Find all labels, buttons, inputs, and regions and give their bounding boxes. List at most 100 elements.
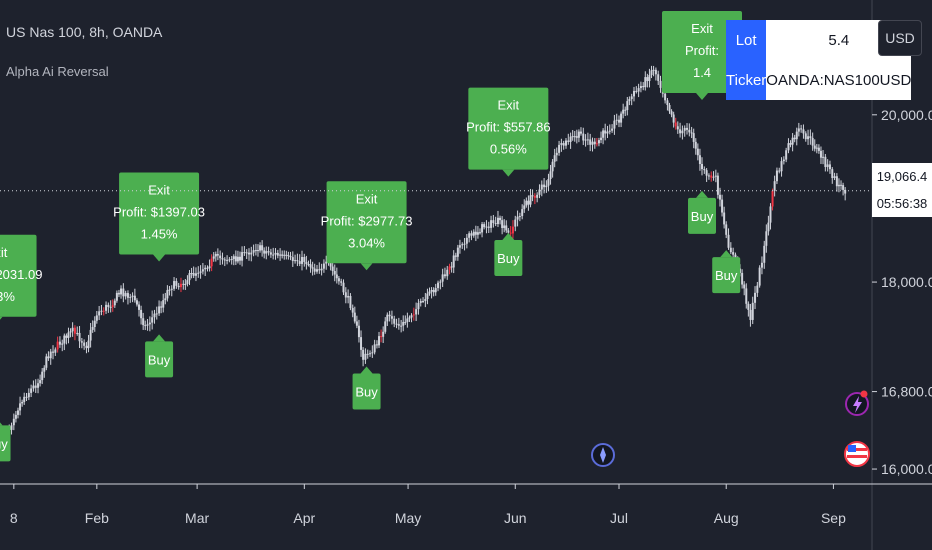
candle-body [771,190,774,207]
candle-body [353,312,356,322]
candle-body [837,184,840,187]
candle-body [584,139,587,141]
candle-body [124,293,127,297]
candle-body [632,90,635,97]
candle-body [676,126,679,130]
candle-body [591,141,594,145]
candle-body [626,101,629,111]
candle-body [595,143,598,145]
candle-body [844,189,847,194]
candle-body [155,313,158,315]
candle-body [380,336,383,338]
candle-body [10,425,13,430]
candle-body [291,257,294,262]
candle-body [422,300,425,302]
buy-signal-pointer [696,190,709,198]
candle-body [158,306,161,314]
currency-button[interactable]: USD [878,20,922,56]
candle-body [340,281,343,283]
candle-body [120,288,123,295]
candle-body [807,136,810,140]
candle-body [369,353,372,355]
candle-body [824,156,827,168]
candle-body [269,252,272,255]
candle-body [698,155,701,165]
candle-body [197,272,200,274]
candle-body [256,250,259,252]
candle-body [371,352,374,354]
candle-body [531,195,534,197]
exit-signal-text: 2.23% [0,289,15,304]
candle-body [232,256,235,260]
candle-body [166,290,169,299]
candle-body [727,234,730,248]
candle-body [780,161,783,172]
candle-body [518,216,521,218]
candle-body [679,129,682,134]
x-tick-label: Feb [85,510,109,526]
candle-body [219,255,222,259]
candle-body [95,315,98,321]
candle-body [91,327,94,330]
candle-body [470,233,473,236]
candle-body [111,305,114,307]
candle-body [452,255,455,268]
candle-body [93,320,96,328]
candle-body [274,252,277,255]
buy-signal-label: Buy [691,209,714,224]
candle-body [406,318,409,322]
candle-body [267,251,270,253]
candle-body [80,341,83,343]
candle-body [831,169,834,178]
candle-body [298,261,301,264]
candle-body [620,113,623,123]
candle-body [37,383,40,388]
candle-body [743,284,746,289]
candle-body [279,254,282,256]
candle-body [618,119,621,123]
candle-body [602,130,605,138]
candle-body [690,132,693,134]
candle-body [833,176,836,178]
x-tick-label: Jun [504,510,527,526]
candle-body [276,252,279,256]
candle-body [78,332,81,342]
candle-body [714,175,717,177]
candle-body [404,321,407,323]
candle-body [351,307,354,313]
y-tick-label: 18,000.0 [881,274,932,290]
candle-body [525,200,528,206]
info-value: OANDA:NAS100USD [766,60,912,100]
candle-body [67,332,70,338]
candle-body [439,281,442,283]
candle-body [226,259,229,261]
candle-body [331,266,334,271]
candle-body [571,136,574,138]
candle-body [802,129,805,134]
buy-signal-label: Buy [148,352,171,367]
candle-body [294,260,297,262]
candle-body [87,340,90,349]
candle-body [357,325,360,338]
candle-body [723,212,726,225]
candle-body [604,130,607,134]
info-row-ticker: Ticker OANDA:NAS100USD [726,60,912,100]
lightning-icon[interactable] [845,390,869,416]
candle-body [540,184,543,190]
candle-body [386,314,389,322]
candle-body [538,189,541,195]
candle-body [65,335,68,338]
last-price-value: 19,066.4 [876,169,928,184]
compass-icon[interactable] [591,443,615,467]
x-tick-label: Sep [821,510,846,526]
candle-body [135,300,138,305]
candle-body [177,285,180,288]
candle-body [164,298,167,301]
candle-body [148,322,151,325]
candle-body [835,176,838,187]
candle-body [184,283,187,285]
candle-body [113,300,116,306]
us-flag-icon[interactable] [844,441,870,467]
candle-body [212,256,215,259]
